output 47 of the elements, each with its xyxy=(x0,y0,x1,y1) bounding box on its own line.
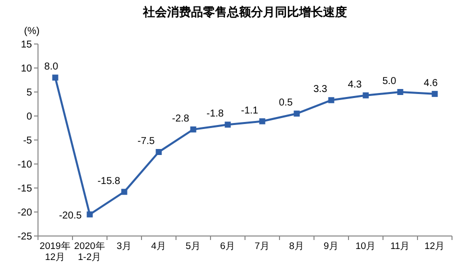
point xyxy=(259,118,266,124)
text: -20.5 xyxy=(58,210,82,222)
point xyxy=(121,188,128,195)
y-tick-label: 0 xyxy=(26,112,32,122)
x-tick-label: 4月 xyxy=(151,241,166,252)
y-tick-label: -15 xyxy=(18,184,32,194)
chart-title: 社会消费品零售总额分月同比增长速度 xyxy=(142,5,347,19)
y-tick-label: -25 xyxy=(18,232,32,242)
point xyxy=(190,126,196,132)
text: 5.0 xyxy=(382,76,396,87)
y-tick-label: -20 xyxy=(18,208,32,218)
point xyxy=(362,92,369,98)
point xyxy=(328,97,334,104)
x-tick-label: 12月 xyxy=(424,241,446,252)
text: 8.0 xyxy=(44,62,58,73)
x-tick-label: 5月 xyxy=(186,241,201,252)
text: -1.8 xyxy=(206,108,224,120)
x-tick-label: 8月 xyxy=(289,241,304,252)
y-axis-title: (%) xyxy=(24,26,40,37)
text: -1.1 xyxy=(241,105,258,116)
text: -2.8 xyxy=(172,113,190,124)
x-tick-label: 9月 xyxy=(324,241,339,252)
point xyxy=(156,149,162,155)
text: -7.5 xyxy=(138,136,155,147)
x-tick-label: 7月 xyxy=(254,241,270,252)
text: 0.5 xyxy=(278,98,293,109)
x-tick-label: 11月 xyxy=(390,241,410,252)
y-tick-label: -10 xyxy=(18,160,32,170)
text: -15.8 xyxy=(97,176,120,187)
y-tick-label: -5 xyxy=(23,136,32,146)
y-tick-label: 15 xyxy=(20,40,32,50)
text: 4.6 xyxy=(424,78,438,89)
x-tick-label: 2019年 12月 xyxy=(40,240,71,263)
y-tick-label: 10 xyxy=(20,64,32,74)
y-tick-label: 5 xyxy=(26,88,32,98)
point xyxy=(397,89,404,95)
text: 4.3 xyxy=(348,79,362,90)
point xyxy=(224,122,231,128)
x-tick-label: 6月 xyxy=(220,241,236,252)
text: 3.3 xyxy=(313,84,328,96)
point xyxy=(294,110,300,117)
x-tick-label: 2020年 1-2月 xyxy=(74,240,106,263)
x-tick-label: 10月 xyxy=(355,241,376,252)
point xyxy=(86,211,93,218)
x-tick-label: 3月 xyxy=(116,241,132,252)
point xyxy=(432,90,438,97)
point xyxy=(52,74,58,81)
